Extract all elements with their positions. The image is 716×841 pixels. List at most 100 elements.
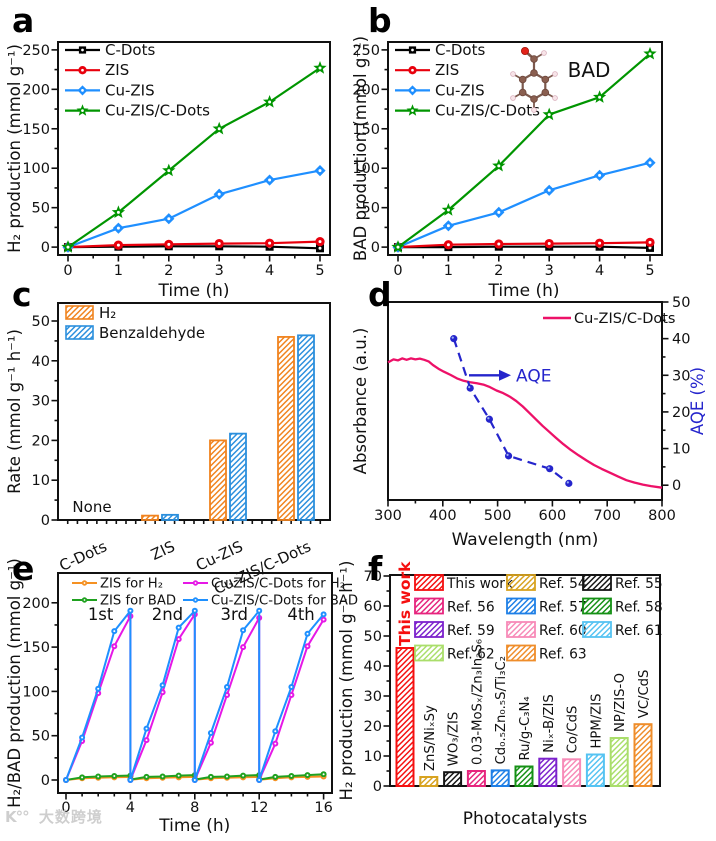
svg-text:Ref. 58: Ref. 58	[615, 600, 663, 616]
svg-text:AQE (%): AQE (%)	[688, 367, 707, 435]
svg-text:10: 10	[364, 749, 382, 765]
svg-text:NP/ZIS-O: NP/ZIS-O	[613, 673, 628, 732]
svg-text:BAD: BAD	[568, 58, 611, 82]
svg-text:0: 0	[393, 263, 402, 279]
svg-text:20: 20	[672, 405, 690, 421]
svg-text:Wavelength (nm): Wavelength (nm)	[452, 530, 599, 550]
svg-text:50: 50	[364, 629, 382, 645]
svg-text:30: 30	[32, 394, 50, 410]
svg-text:Cu-ZIS/C-Dots: Cu-ZIS/C-Dots	[435, 102, 540, 120]
svg-text:200: 200	[22, 82, 50, 98]
svg-text:This work: This work	[446, 576, 513, 592]
svg-text:C-Dots: C-Dots	[435, 41, 485, 59]
svg-text:50: 50	[362, 201, 380, 217]
svg-text:10: 10	[32, 473, 50, 489]
svg-text:0: 0	[373, 779, 382, 795]
svg-text:4: 4	[265, 263, 274, 279]
svg-text:600: 600	[539, 508, 567, 524]
svg-text:3: 3	[215, 263, 224, 279]
watermark-logo: K°°	[5, 808, 30, 826]
svg-text:Cu-ZIS/C-Dots for BAD: Cu-ZIS/C-Dots for BAD	[211, 594, 358, 609]
svg-text:100: 100	[352, 161, 380, 177]
svg-text:2nd: 2nd	[152, 605, 183, 624]
svg-text:40: 40	[32, 354, 50, 370]
svg-text:Ref. 55: Ref. 55	[615, 576, 663, 592]
svg-text:Benzaldehyde: Benzaldehyde	[99, 324, 205, 342]
svg-text:5: 5	[315, 263, 324, 279]
svg-text:1: 1	[444, 263, 453, 279]
panel-letter-e: e	[12, 549, 35, 588]
svg-text:H₂: H₂	[99, 304, 116, 322]
svg-text:BAD production (mmol g⁻¹): BAD production (mmol g⁻¹)	[351, 36, 370, 261]
svg-text:1st: 1st	[88, 605, 114, 624]
svg-text:0: 0	[371, 240, 380, 256]
svg-text:Co/CdS: Co/CdS	[566, 706, 581, 754]
svg-text:0: 0	[672, 478, 681, 494]
svg-text:Time (h): Time (h)	[487, 281, 559, 301]
svg-text:Ref. 57: Ref. 57	[539, 600, 587, 616]
svg-text:10: 10	[672, 442, 690, 458]
svg-text:4: 4	[595, 263, 604, 279]
svg-text:150: 150	[22, 122, 50, 138]
svg-text:Time (h): Time (h)	[157, 281, 229, 301]
svg-text:Ref. 56: Ref. 56	[447, 600, 495, 616]
panel-d-chart: 300 400 500 600 700 800 0 10 20 30 40 50 Wavelength …	[351, 295, 707, 550]
svg-text:Ru/g-C₃N₄: Ru/g-C₃N₄	[518, 696, 533, 760]
svg-text:4: 4	[126, 800, 135, 816]
svg-text:50: 50	[32, 314, 50, 330]
svg-text:40: 40	[672, 332, 690, 348]
svg-text:Cu-ZIS: Cu-ZIS	[105, 81, 155, 99]
svg-text:ZIS for H₂: ZIS for H₂	[100, 577, 163, 592]
svg-text:60: 60	[364, 599, 382, 615]
svg-text:AQE: AQE	[516, 366, 551, 386]
svg-text:150: 150	[352, 122, 380, 138]
svg-text:C-Dots: C-Dots	[56, 537, 109, 575]
svg-text:100: 100	[22, 161, 50, 177]
svg-text:This work: This work	[396, 561, 414, 646]
svg-text:200: 200	[22, 596, 50, 612]
svg-text:Cu-ZIS/C-Dots: Cu-ZIS/C-Dots	[574, 311, 675, 327]
svg-text:8: 8	[190, 800, 199, 816]
svg-text:20: 20	[364, 719, 382, 735]
svg-text:50: 50	[32, 201, 50, 217]
svg-text:0.03-MoSₓ/Zn₃In₂S₆: 0.03-MoSₓ/Zn₃In₂S₆	[470, 639, 485, 765]
svg-text:1: 1	[114, 263, 123, 279]
panel-c-chart: 0 10 20 30 40 50 Rate (mmol g⁻¹ h⁻¹) None C-Dots…	[5, 302, 331, 598]
svg-text:12: 12	[250, 800, 268, 816]
panel-letter-b: b	[368, 1, 392, 40]
panel-e-chart: 0 4 8 12 16 0 50 100 150 200 Time (h) H₂/BAD produc…	[5, 558, 358, 836]
svg-text:3: 3	[545, 263, 554, 279]
svg-text:0: 0	[61, 800, 70, 816]
svg-text:HPM/ZIS: HPM/ZIS	[589, 694, 604, 749]
svg-text:Photocatalysts: Photocatalysts	[463, 809, 588, 829]
svg-text:2: 2	[164, 263, 173, 279]
svg-text:Rate (mmol g⁻¹ h⁻¹): Rate (mmol g⁻¹ h⁻¹)	[5, 329, 24, 494]
svg-text:Ref. 61: Ref. 61	[615, 623, 663, 639]
svg-text:50: 50	[672, 295, 690, 311]
svg-text:Ref. 54: Ref. 54	[539, 576, 587, 592]
svg-text:ZIS for BAD: ZIS for BAD	[100, 594, 176, 609]
svg-text:4th: 4th	[287, 605, 314, 624]
svg-text:0: 0	[41, 513, 50, 529]
svg-text:H₂ production (mmol g⁻¹): H₂ production (mmol g⁻¹)	[5, 44, 24, 253]
svg-text:ZnS/NiₓSy: ZnS/NiₓSy	[423, 705, 438, 771]
svg-text:40: 40	[364, 659, 382, 675]
svg-text:100: 100	[22, 684, 50, 700]
svg-text:800: 800	[648, 508, 676, 524]
svg-text:5: 5	[645, 263, 654, 279]
svg-text:Niₓ-B/ZIS: Niₓ-B/ZIS	[542, 694, 557, 752]
svg-text:0: 0	[63, 263, 72, 279]
svg-text:Ref. 63: Ref. 63	[539, 647, 587, 663]
svg-text:30: 30	[672, 368, 690, 384]
svg-text:2: 2	[494, 263, 503, 279]
svg-text:250: 250	[352, 43, 380, 59]
svg-text:20: 20	[32, 433, 50, 449]
svg-text:Absorbance (a.u.): Absorbance (a.u.)	[351, 328, 370, 475]
svg-text:30: 30	[364, 689, 382, 705]
svg-text:Ref. 60: Ref. 60	[539, 623, 587, 639]
panel-letter-a: a	[12, 1, 35, 40]
